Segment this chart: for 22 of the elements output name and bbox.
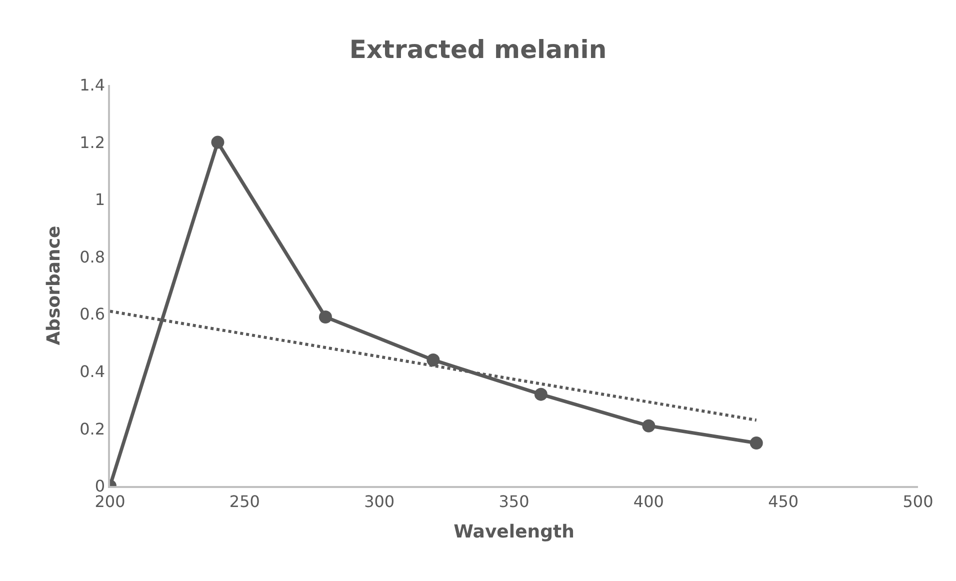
x-axis-title: Wavelength	[454, 522, 574, 543]
y-tick-label: 0.6	[80, 304, 106, 324]
y-axis-title: Absorbance	[43, 226, 64, 346]
x-tick-label: 300	[364, 492, 395, 511]
point	[426, 353, 440, 366]
y-tick-label: 0.8	[80, 247, 106, 266]
x-tick-label: 450	[768, 492, 799, 511]
y-tick-label: 1	[94, 190, 106, 210]
point	[211, 136, 224, 149]
x-tick-label: 350	[498, 492, 530, 511]
y-tick-label: 0.4	[80, 362, 106, 382]
y-tick-label: 1.2	[80, 132, 106, 152]
y-tick-label: 0.2	[80, 419, 106, 438]
chart-title: Extracted melanin	[349, 35, 607, 64]
point	[534, 388, 548, 401]
point	[750, 436, 763, 450]
x-tick-label: 500	[902, 492, 934, 511]
point	[318, 310, 332, 324]
x-tick-label: 400	[633, 492, 664, 511]
point	[642, 419, 656, 432]
x-tick-label: 250	[229, 492, 260, 511]
y-tick-label: 1.4	[80, 76, 106, 95]
